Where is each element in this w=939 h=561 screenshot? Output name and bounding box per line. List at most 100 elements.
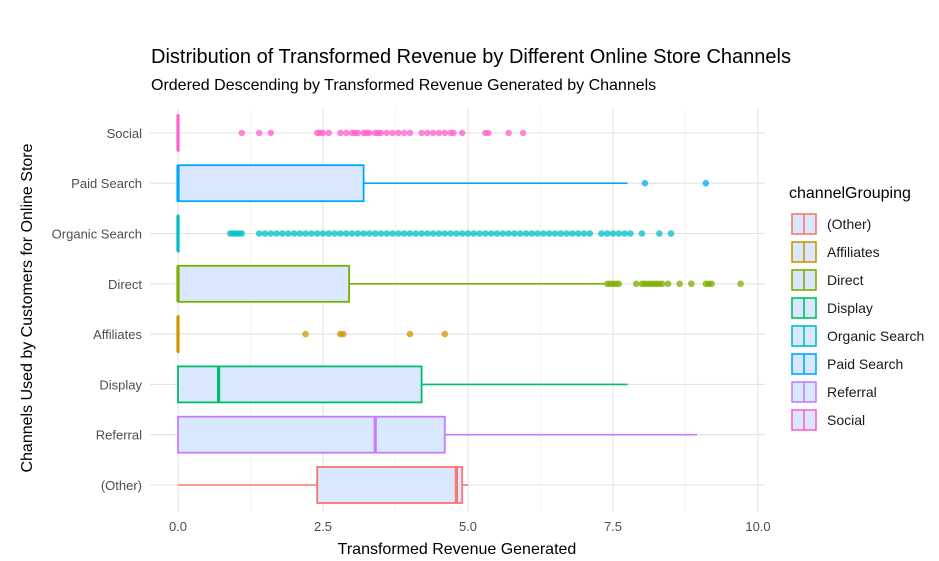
outlier-point xyxy=(267,129,275,137)
outlier-point xyxy=(516,230,524,237)
box-display xyxy=(177,365,628,404)
outlier-point xyxy=(511,230,518,237)
outlier-point xyxy=(441,330,449,338)
outlier-point xyxy=(627,230,634,237)
x-axis-tick-labels: 0.0 2.5 5.0 7.5 10.0 xyxy=(169,519,771,534)
outlier-point xyxy=(424,230,431,237)
outlier-point xyxy=(598,230,605,237)
outlier-point xyxy=(366,129,373,137)
outlier-point xyxy=(528,230,536,237)
x-tick-label: 10.0 xyxy=(745,519,770,534)
outlier-point xyxy=(383,129,391,137)
outlier-point xyxy=(424,129,431,137)
box-organic-search xyxy=(176,214,180,253)
outlier-point xyxy=(545,230,553,237)
outlier-point xyxy=(435,230,443,237)
y-tick-label: Paid Search xyxy=(71,176,142,191)
outlier-point xyxy=(499,230,507,237)
legend-item: Social xyxy=(791,409,865,431)
outlier-points xyxy=(226,129,744,338)
outlier-point xyxy=(290,230,298,237)
outlier-point xyxy=(615,280,623,288)
legend-item: Display xyxy=(791,297,873,319)
outlier-point xyxy=(354,230,362,237)
legend-label: Organic Search xyxy=(827,328,924,344)
outlier-point xyxy=(656,230,663,237)
outlier-point xyxy=(360,230,367,237)
outlier-point xyxy=(340,330,347,338)
outlier-point xyxy=(279,230,286,237)
outlier-point xyxy=(302,330,309,338)
outlier-point xyxy=(557,230,565,237)
outlier-point xyxy=(342,230,350,237)
outlier-point xyxy=(563,230,570,237)
legend-label: Direct xyxy=(827,272,864,288)
outlier-point xyxy=(487,230,495,237)
legend-item: Organic Search xyxy=(791,325,924,347)
box-body xyxy=(177,365,423,404)
outlier-point xyxy=(395,129,402,137)
outlier-point xyxy=(389,129,396,137)
legend-item: Direct xyxy=(791,269,864,291)
outlier-point xyxy=(377,230,385,237)
outlier-point xyxy=(255,129,263,137)
outlier-point xyxy=(406,230,414,237)
outlier-point xyxy=(688,280,695,288)
outlier-point xyxy=(493,230,501,237)
box-body xyxy=(316,466,464,504)
chart-title: Distribution of Transformed Revenue by D… xyxy=(151,46,791,68)
outlier-point xyxy=(302,230,309,237)
x-tick-label: 7.5 xyxy=(604,519,622,534)
legend-label: Affiliates xyxy=(827,244,880,260)
outlier-point xyxy=(406,129,414,137)
outlier-point xyxy=(540,230,547,237)
outlier-point xyxy=(400,230,408,237)
outlier-point xyxy=(325,230,333,237)
outlier-point xyxy=(441,230,449,237)
outlier-point xyxy=(603,230,611,237)
outlier-point xyxy=(377,129,385,137)
outlier-point xyxy=(621,230,628,237)
legend-label: (Other) xyxy=(827,216,871,232)
legend-item: Paid Search xyxy=(791,353,903,375)
legend-label: Display xyxy=(827,300,873,316)
outlier-point xyxy=(569,230,576,237)
box-body xyxy=(177,164,365,203)
outlier-point xyxy=(485,129,492,137)
legend-label: Social xyxy=(827,412,865,428)
y-tick-label: Affiliates xyxy=(93,327,142,342)
outlier-point xyxy=(319,129,327,137)
outlier-point xyxy=(342,129,350,137)
outlier-point xyxy=(708,280,715,288)
outlier-point xyxy=(676,280,683,288)
outlier-point xyxy=(609,230,617,237)
chart-subtitle: Ordered Descending by Transformed Revenu… xyxy=(151,77,656,94)
box-series xyxy=(176,114,698,504)
outlier-point xyxy=(534,230,541,237)
outlier-point xyxy=(284,230,292,237)
legend-label: Referral xyxy=(827,384,877,400)
outlier-point xyxy=(354,129,362,137)
box-paid-search xyxy=(176,164,628,203)
outlier-point xyxy=(667,230,675,237)
outlier-point xyxy=(441,129,449,137)
y-tick-label: Display xyxy=(99,377,142,392)
y-tick-label: Direct xyxy=(108,277,142,292)
outlier-point xyxy=(348,230,356,237)
legend-item: Affiliates xyxy=(791,241,880,263)
box-social xyxy=(176,114,180,152)
outlier-point xyxy=(395,230,402,237)
x-tick-label: 0.0 xyxy=(169,519,187,534)
outlier-point xyxy=(255,230,263,237)
outlier-point xyxy=(638,230,646,237)
y-axis-title: Channels Used by Customers for Online St… xyxy=(19,143,36,472)
outlier-point xyxy=(519,129,527,137)
x-tick-label: 2.5 xyxy=(314,519,332,534)
box-referral xyxy=(177,415,698,454)
outlier-point xyxy=(464,230,472,237)
outlier-point xyxy=(429,129,437,137)
legend: channelGrouping (Other) Affiliates Direct D… xyxy=(789,185,924,431)
outlier-point xyxy=(505,129,512,137)
box-affiliates xyxy=(176,315,180,354)
legend-item: Referral xyxy=(791,381,877,403)
